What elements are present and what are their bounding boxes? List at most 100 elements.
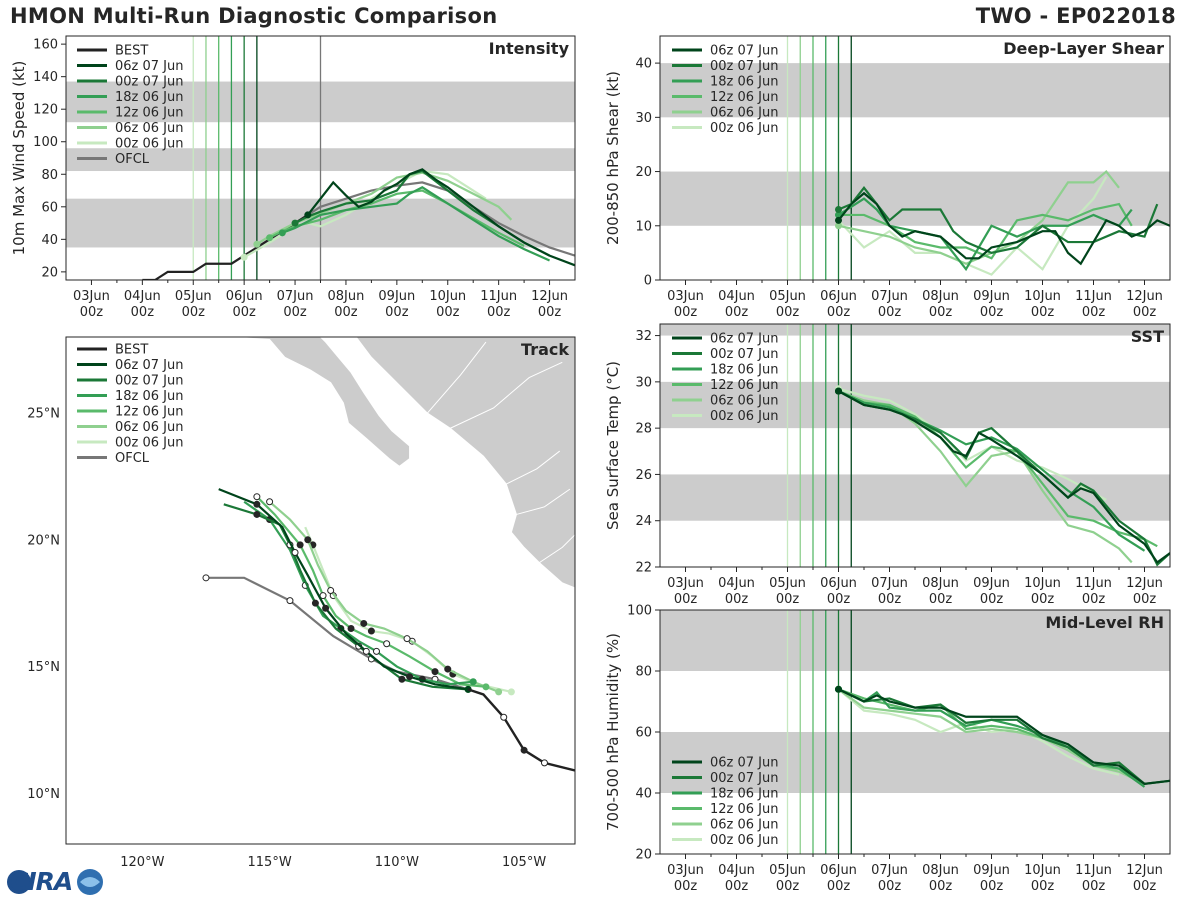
legend-label: 12z 06 Jun: [710, 378, 779, 393]
legend-label: 00z 06 Jun: [710, 833, 779, 848]
ofcl-line: [307, 181, 575, 257]
x-tick-hour: 00z: [1133, 879, 1157, 894]
x-tick-label: 07Jun: [871, 576, 908, 591]
y-tick-label: 24: [635, 514, 652, 529]
best-track-point: [520, 746, 528, 754]
legend-label: BEST: [115, 44, 148, 59]
legend-label: 18z 06 Jun: [710, 363, 779, 378]
series-start-point: [253, 240, 261, 248]
x-tick-label: 05Jun: [769, 289, 806, 304]
x-tick-hour: 00z: [725, 879, 749, 894]
series-start-point: [835, 216, 842, 224]
model-track-point: [360, 619, 368, 627]
model-track-point: [367, 627, 375, 635]
shaded-band: [660, 610, 1170, 671]
series-start-point: [240, 253, 248, 261]
legend-label: OFCL: [115, 451, 150, 466]
legend-label: 06z 07 Jun: [710, 756, 779, 771]
y-axis-label: Sea Surface Temp (°C): [604, 361, 622, 530]
x-tick-hour: 00z: [929, 305, 953, 320]
y-tick-label: 100: [33, 135, 58, 150]
x-tick-label: 11Jun: [1075, 576, 1112, 591]
lat-tick-label: 10°N: [27, 787, 60, 802]
y-tick-label: 20: [635, 165, 652, 180]
best-track-point: [500, 713, 508, 721]
x-tick-label: 03Jun: [667, 289, 704, 304]
plot-area: [660, 610, 1170, 854]
y-tick-label: 40: [635, 787, 652, 802]
lat-tick-label: 20°N: [27, 533, 60, 548]
x-tick-hour: 00z: [1031, 879, 1055, 894]
x-tick-label: 08Jun: [922, 289, 959, 304]
series-line: [269, 189, 525, 247]
model-track: [268, 500, 500, 693]
x-tick-label: 07Jun: [871, 289, 908, 304]
legend-label: 12z 06 Jun: [710, 802, 779, 817]
x-tick-label: 04Jun: [718, 863, 755, 878]
x-tick-hour: 00z: [182, 305, 206, 320]
rh-chart: 2040608010003Jun00z04Jun00z05Jun00z06Jun…: [604, 604, 1171, 894]
shaded-band: [660, 324, 1170, 336]
model-track-point: [372, 647, 380, 655]
shaded-band: [660, 732, 1170, 793]
x-tick-label: 12Jun: [1126, 289, 1163, 304]
series-line: [837, 390, 1170, 564]
legend-label: 18z 06 Jun: [115, 389, 184, 404]
model-track: [218, 488, 469, 691]
series-line: [281, 186, 550, 262]
x-tick-hour: 00z: [674, 305, 698, 320]
y-axis-label: 200-850 hPa Shear (kt): [604, 71, 622, 245]
x-tick-hour: 00z: [776, 879, 800, 894]
x-tick-hour: 00z: [827, 592, 851, 605]
legend-label: 06z 07 Jun: [710, 332, 779, 347]
shaded-band: [660, 171, 1170, 226]
legend-label: 00z 06 Jun: [710, 121, 779, 136]
x-tick-label: 05Jun: [175, 289, 212, 304]
x-tick-label: 08Jun: [922, 863, 959, 878]
y-tick-label: 30: [635, 111, 652, 126]
lon-tick-label: 115°W: [248, 855, 292, 870]
y-tick-label: 30: [635, 375, 652, 390]
land-mainland: [355, 337, 575, 589]
x-tick-hour: 00z: [232, 305, 256, 320]
state-border: [427, 341, 487, 414]
x-tick-hour: 00z: [725, 592, 749, 605]
legend-label: 06z 07 Jun: [115, 358, 184, 373]
x-tick-hour: 00z: [1082, 592, 1106, 605]
x-tick-label: 06Jun: [820, 289, 857, 304]
ofcl-point: [202, 574, 210, 582]
x-tick-label: 03Jun: [667, 576, 704, 591]
series-line: [837, 176, 1108, 276]
page-title: HMON Multi-Run Diagnostic Comparison: [10, 4, 498, 28]
model-start-point: [495, 688, 503, 696]
x-tick-label: 11Jun: [480, 289, 517, 304]
legend-label: 12z 06 Jun: [115, 405, 184, 420]
x-tick-label: 04Jun: [718, 576, 755, 591]
model-track-point: [253, 500, 261, 508]
legend-label: 00z 06 Jun: [710, 409, 779, 424]
y-tick-label: 40: [635, 57, 652, 72]
series-start-point: [835, 387, 842, 395]
lon-tick-label: 120°W: [120, 855, 164, 870]
x-tick-hour: 00z: [487, 305, 511, 320]
plot-area: [660, 324, 1170, 567]
y-tick-label: 60: [41, 200, 58, 215]
x-tick-hour: 00z: [674, 592, 698, 605]
x-tick-label: 07Jun: [871, 863, 908, 878]
best-track-point: [540, 759, 548, 767]
x-tick-hour: 00z: [80, 305, 104, 320]
model-start-point: [469, 678, 477, 686]
x-tick-hour: 00z: [929, 879, 953, 894]
track-chart: 120°W 115°W 110°W 105°W 10°N 15°N 20°N 25°N Trac…: [27, 336, 576, 870]
x-tick-hour: 00z: [980, 305, 1004, 320]
x-tick-label: 12Jun: [1126, 863, 1163, 878]
legend-label: 00z 07 Jun: [710, 59, 779, 74]
x-tick-label: 09Jun: [973, 863, 1010, 878]
y-tick-label: 100: [627, 604, 652, 619]
x-tick-hour: 00z: [725, 305, 749, 320]
series-line: [306, 168, 575, 267]
storm-id: TWO - EP022018: [975, 4, 1176, 28]
series-line: [838, 390, 1146, 552]
y-tick-label: 22: [635, 561, 652, 576]
x-tick-label: 09Jun: [973, 576, 1010, 591]
